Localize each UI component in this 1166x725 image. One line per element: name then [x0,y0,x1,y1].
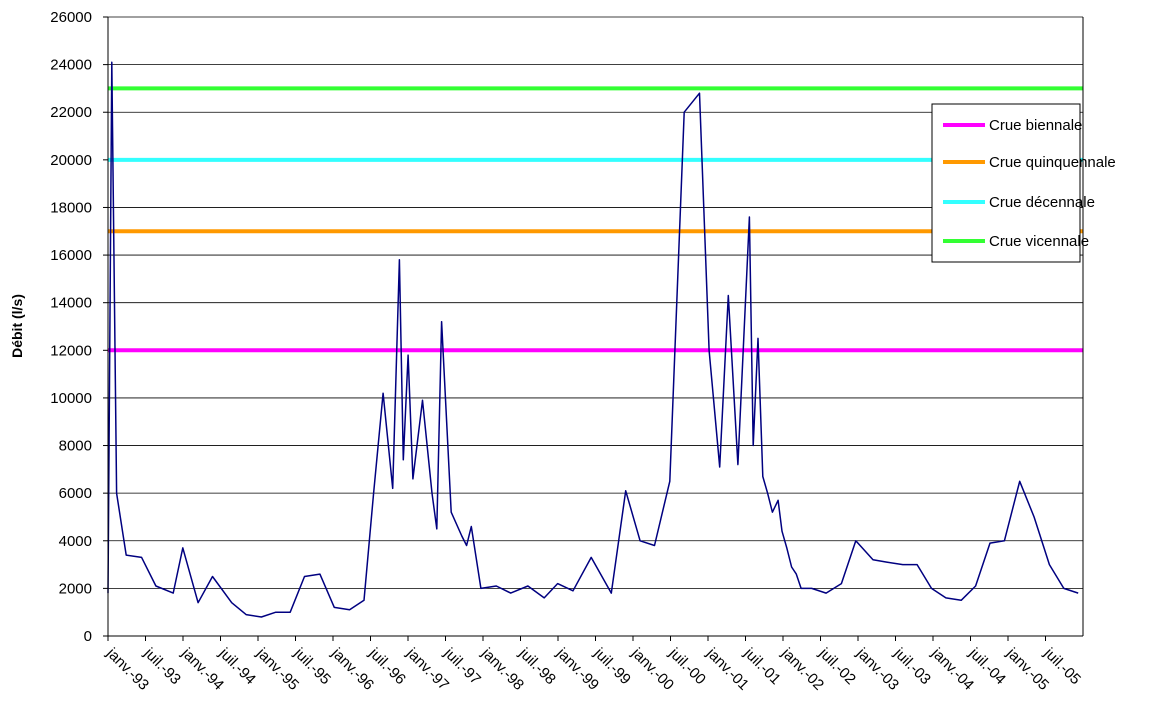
legend-label-vicennale: Crue vicennale [989,233,1089,250]
y-tick-label: 26000 [50,9,92,26]
y-tick-label: 12000 [50,342,92,359]
y-tick-label: 0 [84,628,92,645]
legend-label-quinquennale: Crue quinquennale [989,154,1116,171]
y-tick-label: 22000 [50,104,92,121]
y-tick-label: 10000 [50,390,92,407]
gridlines [108,16,1083,589]
y-axis-title: Débit (l/s) [9,294,25,358]
y-tick-label: 8000 [59,438,92,455]
y-tick-label: 16000 [50,247,92,264]
reference-lines [108,86,1083,353]
y-tick-label: 18000 [50,199,92,216]
y-tick-label: 20000 [50,152,92,169]
y-tick-label: 24000 [50,57,92,74]
y-tick-label: 2000 [59,580,92,597]
y-tick-label: 14000 [50,295,92,312]
y-tick-labels: 0 2000 4000 6000 8000 10000 12000 14000 16000 180… [50,9,92,645]
legend: Crue biennale Crue quinquennale Crue déc… [931,103,1116,263]
axes [103,16,1084,641]
x-tick-labels: janv.-93juil.-93janv.-94juil.-94janv.-95… [102,644,1083,694]
discharge-series-line [107,61,1079,618]
legend-label-decennale: Crue décennale [989,194,1095,211]
legend-label-biennale: Crue biennale [989,117,1082,134]
y-tick-label: 4000 [59,533,92,550]
legend-box [931,103,1081,263]
y-tick-label: 6000 [59,485,92,502]
series-layer [107,61,1079,618]
